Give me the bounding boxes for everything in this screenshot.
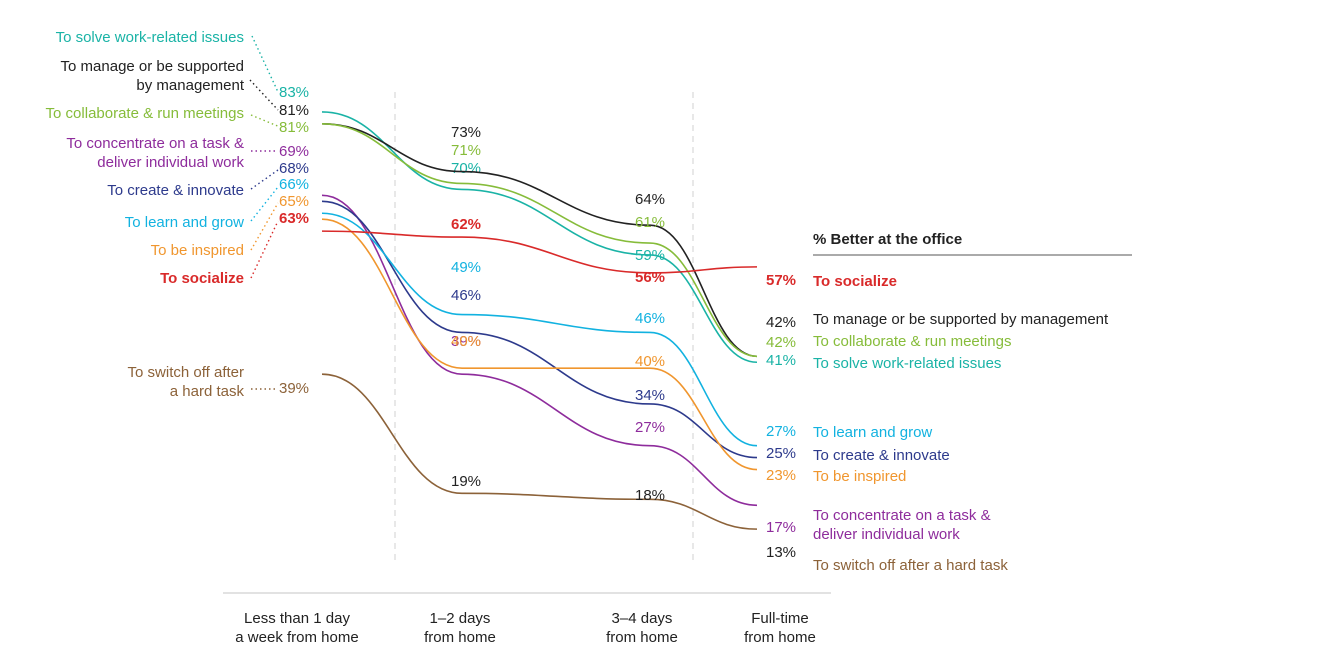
series-3-left-label: To collaborate & run meetings	[46, 105, 244, 122]
series-8-value-3: 56%	[635, 269, 665, 286]
series-9-right-label: To switch off after a hard task	[813, 557, 1008, 574]
series-8-value-4: 57%	[766, 272, 796, 289]
x-tick-label-4-line-2: from home	[744, 629, 816, 646]
series-4-value-1: 69%	[279, 143, 309, 160]
series-3-line	[321, 123, 758, 358]
x-tick-label-3-line-1: 3–4 days	[612, 610, 673, 627]
series-9-left-label-line-1: To switch off after	[128, 364, 244, 381]
series-2-left-label-line-2: by management	[136, 77, 244, 94]
chart-title: % Better at the office	[813, 231, 962, 248]
series-3-left-connector	[250, 114, 281, 128]
series-7-left-connector	[250, 202, 279, 251]
series-5-value-4: 25%	[766, 445, 796, 462]
series-5-value-2: 46%	[451, 287, 481, 304]
x-tick-label-1-line-2: a week from home	[235, 629, 358, 646]
series-6-left-connector	[250, 186, 279, 222]
series-1-value-4: 41%	[766, 352, 796, 369]
series-5-right-label: To create & innovate	[813, 447, 950, 464]
series-9-value-3: 18%	[635, 487, 665, 504]
series-1-value-1: 83%	[279, 84, 309, 101]
series-4-right-label-line-1: To concentrate on a task &	[813, 507, 991, 524]
series-3-value-3: 61%	[635, 214, 665, 231]
series-8-right-label: To socialize	[813, 273, 897, 290]
series-5-line	[321, 200, 758, 459]
series-6-value-3: 46%	[635, 310, 665, 327]
series-9-left-label-line-2: a hard task	[170, 383, 245, 400]
series-8-line	[321, 230, 758, 274]
series-2-left-connector	[249, 79, 279, 111]
series-9-value-4: 13%	[766, 544, 796, 561]
series-9-value-1: 39%	[279, 380, 309, 397]
series-5-value-3: 34%	[635, 387, 665, 404]
series-2-line	[321, 123, 758, 358]
series-2-value-2: 73%	[451, 124, 481, 141]
series-3-value-2: 71%	[451, 142, 481, 159]
series-1-value-3: 59%	[635, 247, 665, 264]
x-tick-label-3-line-2: from home	[606, 629, 678, 646]
series-9-value-2: 19%	[451, 473, 481, 490]
series-8-value-2: 62%	[451, 216, 481, 233]
series-7-line	[321, 218, 758, 471]
series-6-right-label: To learn and grow	[813, 424, 932, 441]
series-2-value-4: 42%	[766, 314, 796, 331]
series-8-left-label: To socialize	[160, 270, 244, 287]
x-tick-label-4-line-1: Full-time	[751, 610, 809, 627]
series-2-right-label: To manage or be supported by management	[813, 311, 1109, 328]
series-1-left-connector	[251, 35, 279, 93]
series-9-line	[321, 373, 758, 530]
series-6-value-4: 27%	[766, 423, 796, 440]
series-1-left-label: To solve work-related issues	[56, 29, 244, 46]
x-tick-label-1-line-1: Less than 1 day	[244, 610, 350, 627]
series-4-value-4: 17%	[766, 519, 796, 536]
series-7-value-4: 23%	[766, 467, 796, 484]
series-5-value-1: 68%	[279, 160, 309, 177]
series-4-left-label-line-2: deliver individual work	[97, 154, 244, 171]
series-4-value-2: 39%	[451, 333, 481, 350]
series-7-value-3: 40%	[635, 353, 665, 370]
series-6-line	[321, 212, 758, 447]
series-7-value-1: 65%	[279, 193, 309, 210]
x-tick-label-2-line-1: 1–2 days	[430, 610, 491, 627]
x-tick-label-2-line-2: from home	[424, 629, 496, 646]
series-2-value-3: 64%	[635, 191, 665, 208]
series-4-left-label-line-1: To concentrate on a task &	[66, 135, 244, 152]
series-5-left-connector	[250, 169, 279, 190]
series-4-line	[321, 194, 758, 507]
series-3-value-1: 81%	[279, 119, 309, 136]
series-7-value-2: 40%	[451, 333, 481, 350]
series-5-left-label: To create & innovate	[107, 182, 244, 199]
series-8-value-1: 63%	[279, 210, 309, 227]
series-2-left-label-line-1: To manage or be supported	[61, 58, 244, 75]
series-1-right-label: To solve work-related issues	[813, 355, 1001, 372]
series-4-value-3: 27%	[635, 419, 665, 436]
series-7-left-label: To be inspired	[151, 242, 244, 259]
series-6-value-1: 66%	[279, 176, 309, 193]
series-3-right-label: To collaborate & run meetings	[813, 333, 1011, 350]
series-1-value-2: 70%	[451, 160, 481, 177]
series-2-value-1: 81%	[279, 102, 309, 119]
series-1-line	[321, 111, 758, 364]
series-6-left-label: To learn and grow	[125, 214, 244, 231]
series-3-value-4: 42%	[766, 334, 796, 351]
series-4-right-label-line-2: deliver individual work	[813, 526, 960, 543]
series-6-value-2: 49%	[451, 259, 481, 276]
series-8-left-connector	[250, 220, 279, 279]
series-7-right-label: To be inspired	[813, 468, 906, 485]
